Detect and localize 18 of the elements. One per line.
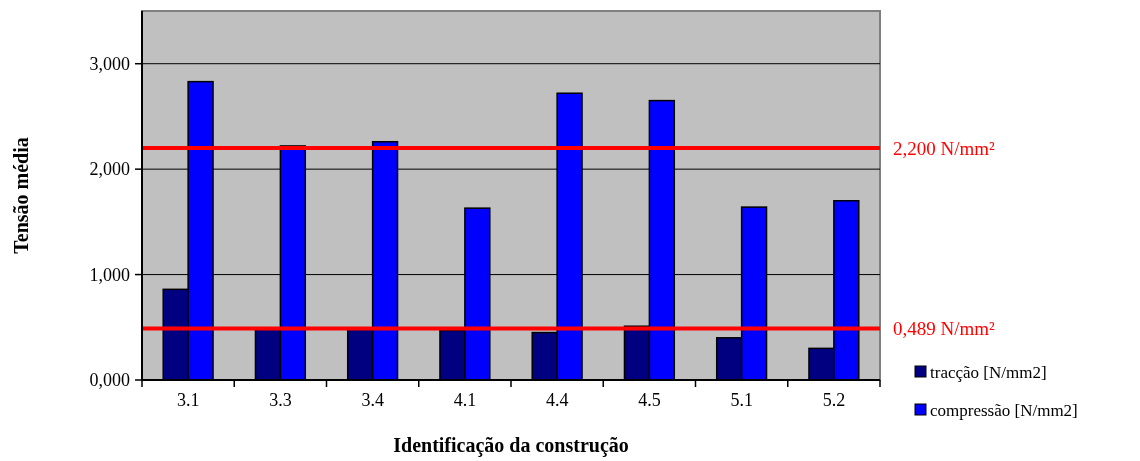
- x-tick-label: 3.4: [361, 390, 384, 410]
- x-tick-label: 4.5: [638, 390, 661, 410]
- legend-label: compressão [N/mm2]: [930, 400, 1078, 420]
- x-tick-label: 3.1: [176, 390, 200, 410]
- legend-label: tracção [N/mm2]: [930, 362, 1047, 382]
- x-axis-title: Identificação da construção: [393, 434, 629, 457]
- y-tick-label: 3,000: [89, 54, 130, 75]
- y-tick-label: 0,000: [89, 370, 130, 391]
- ref-line-label: 2,200 N/mm²: [893, 137, 996, 159]
- y-axis-title: Tensão média: [10, 137, 32, 254]
- ref-line-label: 0,489 N/mm²: [893, 318, 996, 340]
- y-tick-label: 1,000: [89, 264, 130, 285]
- x-tick-label: 3.3: [269, 390, 292, 410]
- x-tick-label: 5.2: [822, 390, 846, 410]
- y-tick-label: 2,000: [89, 159, 130, 180]
- x-tick-label: 4.4: [545, 390, 569, 410]
- x-tick-label: 5.1: [730, 390, 753, 410]
- x-tick-label: 4.1: [453, 390, 477, 410]
